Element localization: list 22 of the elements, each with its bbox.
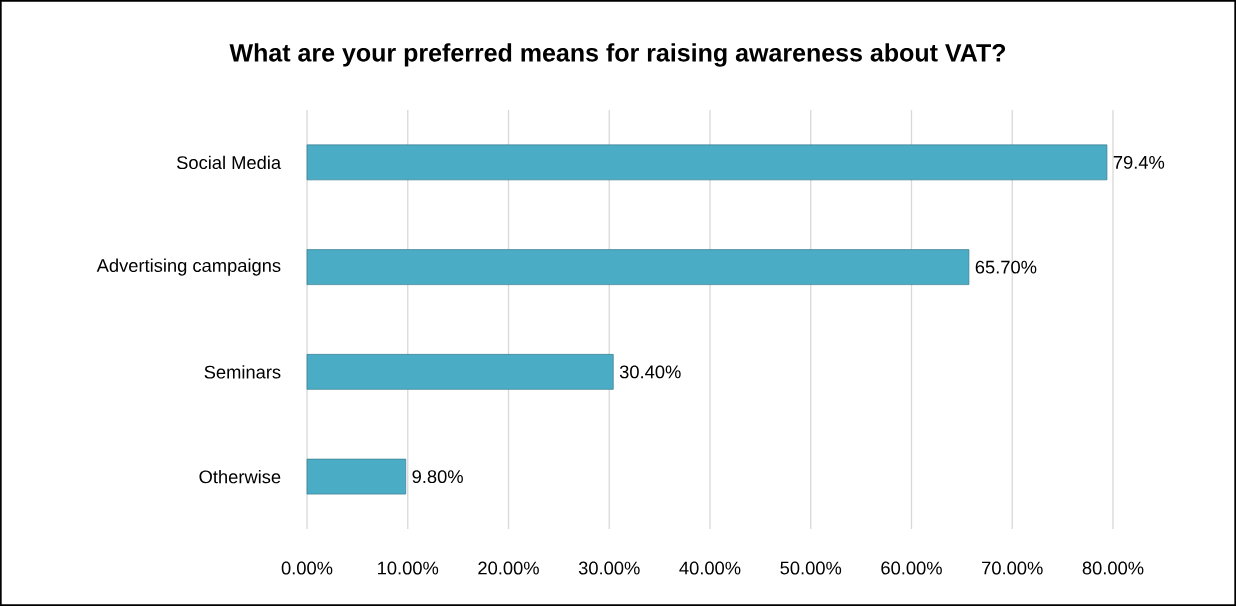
bar — [306, 458, 407, 495]
data-label: 65.70% — [975, 260, 1037, 274]
x-tick-label: 80.00% — [1082, 561, 1144, 575]
bar — [306, 249, 970, 285]
x-tick-label: 0.00% — [281, 561, 333, 575]
data-label: 9.80% — [412, 470, 463, 484]
x-tick-label: 20.00% — [478, 561, 539, 575]
bar — [306, 354, 614, 390]
data-label: 79.4% — [1113, 155, 1165, 169]
x-tick-label: 30.00% — [578, 561, 640, 575]
bar — [306, 144, 1108, 181]
y-tick-label: Seminars — [204, 365, 281, 379]
y-tick-label: Otherwise — [199, 469, 281, 484]
x-tick-label: 70.00% — [982, 561, 1043, 575]
x-tick-label: 60.00% — [881, 561, 942, 575]
data-label: 30.40% — [619, 365, 681, 379]
x-tick-label: 50.00% — [780, 561, 842, 575]
y-tick-label: Advertising campaigns — [96, 258, 281, 276]
y-tick-label: Social Media — [177, 155, 282, 170]
x-tick-label: 40.00% — [679, 561, 741, 575]
chart-title: What are your preferred means for raising awareness about VAT? — [229, 43, 1006, 67]
x-tick-label: 10.00% — [378, 561, 439, 575]
